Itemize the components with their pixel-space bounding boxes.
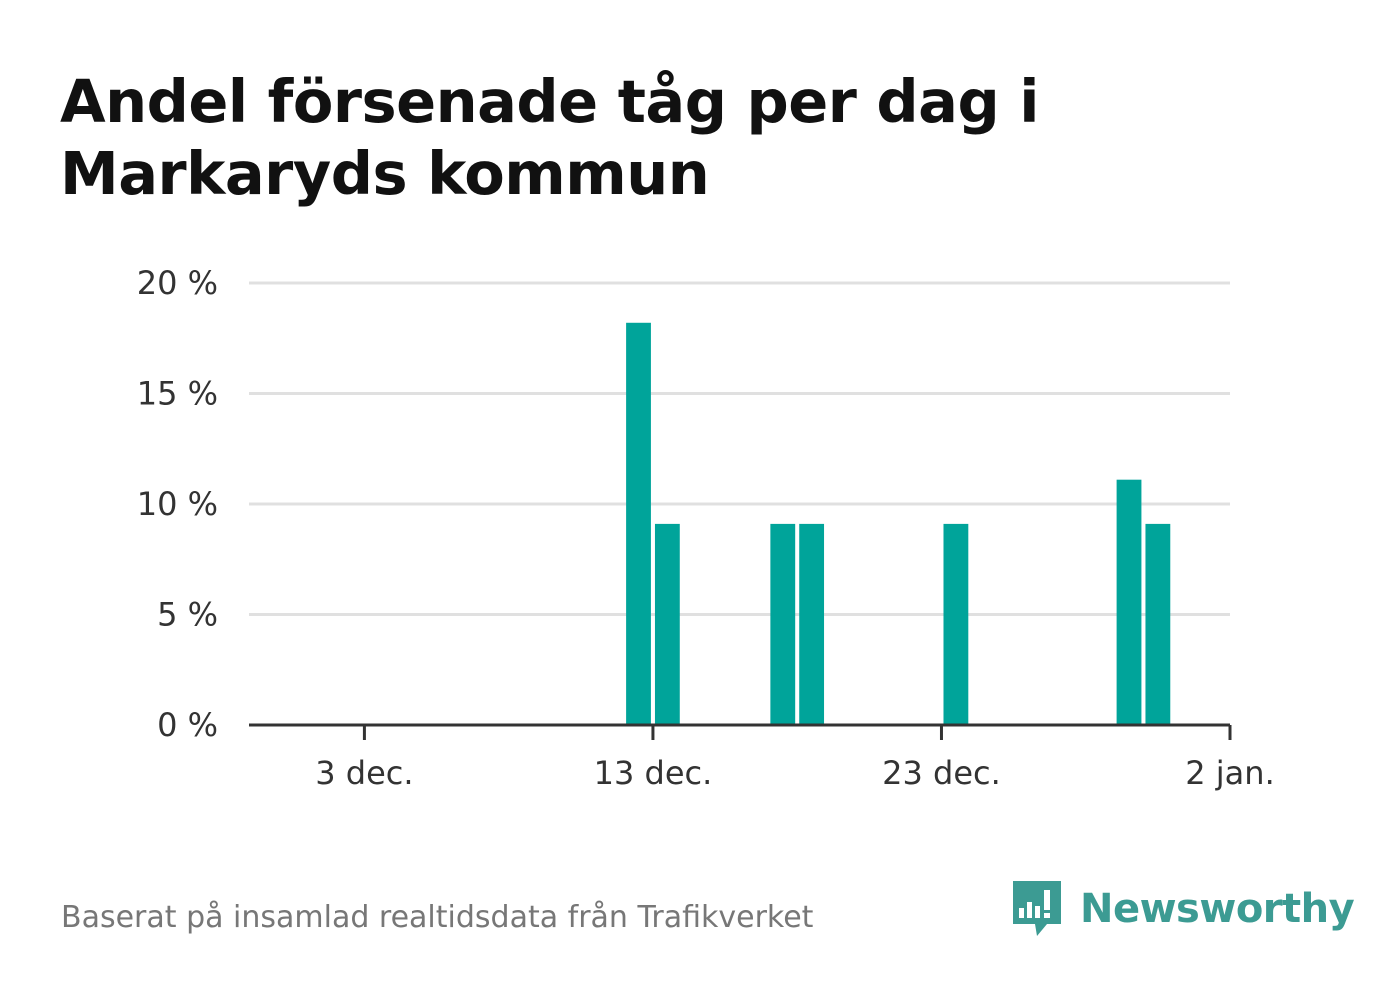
bar: [770, 523, 796, 725]
brand-logo: Newsworthy: [1010, 878, 1355, 940]
y-tick-label: 0 %: [157, 706, 218, 744]
y-tick-label: 20 %: [137, 264, 218, 302]
bar: [799, 523, 825, 725]
bar: [654, 523, 680, 725]
chart-title: Andel försenade tåg per dag i Markaryds …: [60, 67, 1039, 208]
bar: [943, 523, 969, 725]
x-tick-label: 13 dec.: [594, 754, 713, 792]
x-axis: 3 dec. 13 dec. 23 dec. 2 jan.: [249, 723, 1275, 792]
bar: [1116, 479, 1142, 725]
y-tick-label: 5 %: [157, 596, 218, 634]
y-tick-label: 15 %: [137, 375, 218, 413]
bar-chart-speech-bubble-icon: [1013, 881, 1061, 936]
x-tick-label: 2 jan.: [1185, 754, 1274, 792]
x-tick-label: 3 dec.: [315, 754, 413, 792]
y-tick-label: 10 %: [137, 485, 218, 523]
bar: [626, 322, 651, 725]
bar: [1145, 523, 1171, 725]
y-axis-ticks: 0 % 5 % 10 % 15 % 20 %: [137, 264, 218, 744]
x-tick-label: 23 dec.: [882, 754, 1001, 792]
bars: [626, 322, 1171, 725]
gridlines: [249, 281, 1230, 616]
source-note: Baserat på insamlad realtidsdata från Tr…: [61, 900, 814, 935]
brand-name: Newsworthy: [1080, 886, 1355, 932]
